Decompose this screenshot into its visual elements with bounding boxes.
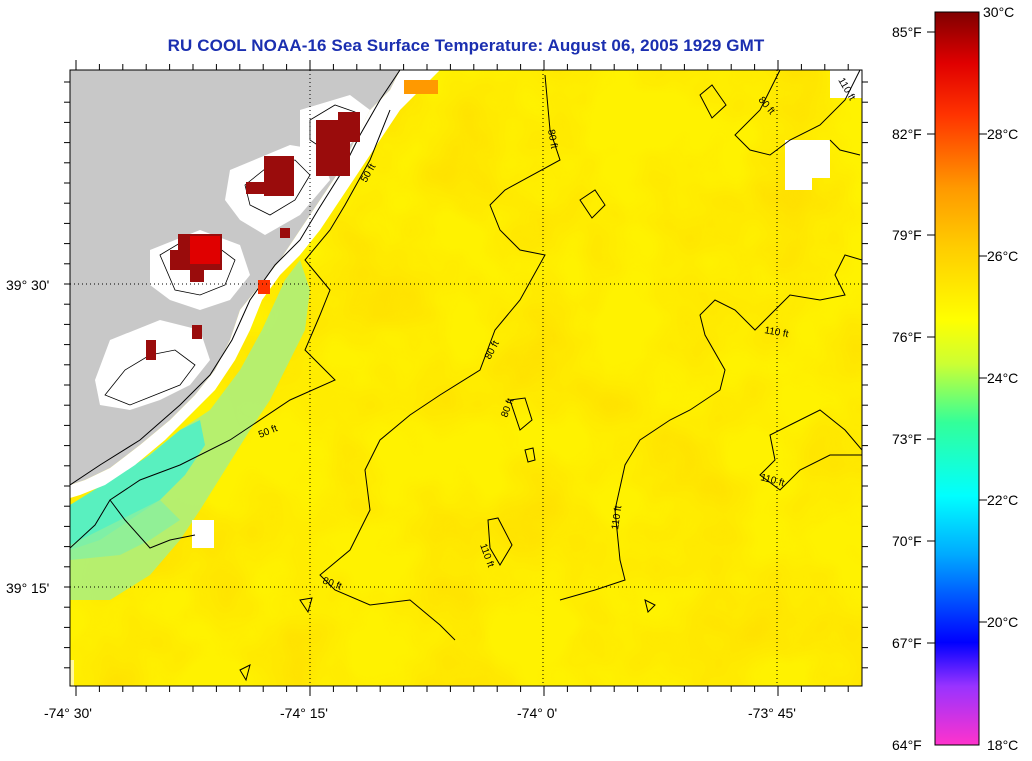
colorbar-celsius-label: 18°C	[987, 737, 1018, 753]
lon-label: -74° 15'	[280, 705, 328, 721]
colorbar-fahrenheit-label: 67°F	[892, 635, 922, 651]
colorbar	[934, 11, 980, 746]
colorbar-fahrenheit-label: 82°F	[892, 126, 922, 142]
map-title: RU COOL NOAA-16 Sea Surface Temperature:…	[167, 36, 765, 55]
colorbar-celsius-label: 30°C	[983, 4, 1014, 20]
colorbar-celsius-label: 22°C	[987, 492, 1018, 508]
colorbar-celsius-label: 24°C	[987, 370, 1018, 386]
graticule	[70, 70, 862, 686]
colorbar-celsius-label: 20°C	[987, 614, 1018, 630]
colorbar-fahrenheit-label: 85°F	[892, 24, 922, 40]
lat-label: 39° 15'	[6, 580, 49, 596]
colorbar-celsius-label: 28°C	[987, 126, 1018, 142]
lon-label: -73° 45'	[748, 705, 796, 721]
depth-contours	[70, 70, 862, 682]
contour-label: 110 ft	[610, 505, 624, 531]
lon-label: -74° 0'	[517, 705, 557, 721]
colorbar-fahrenheit-label: 73°F	[892, 431, 922, 447]
colorbar-celsius-label: 26°C	[987, 248, 1018, 264]
lon-label: -74° 30'	[44, 705, 92, 721]
sst-field: 50 ft 50 ft 80 ft 80 ft 80 ft 80 ft 80 f…	[70, 70, 862, 686]
contour-label: 80 ft	[545, 129, 559, 150]
colorbar-fahrenheit-label: 70°F	[892, 533, 922, 549]
lat-label: 39° 30'	[6, 277, 49, 293]
colorbar-fahrenheit-label: 76°F	[892, 329, 922, 345]
cloud-patch	[785, 140, 830, 190]
plot-frame	[69, 69, 863, 687]
colorbar-fahrenheit-label: 79°F	[892, 227, 922, 243]
colorbar-fahrenheit-label: 64°F	[892, 737, 922, 753]
contour-label: 110 ft	[763, 325, 789, 340]
